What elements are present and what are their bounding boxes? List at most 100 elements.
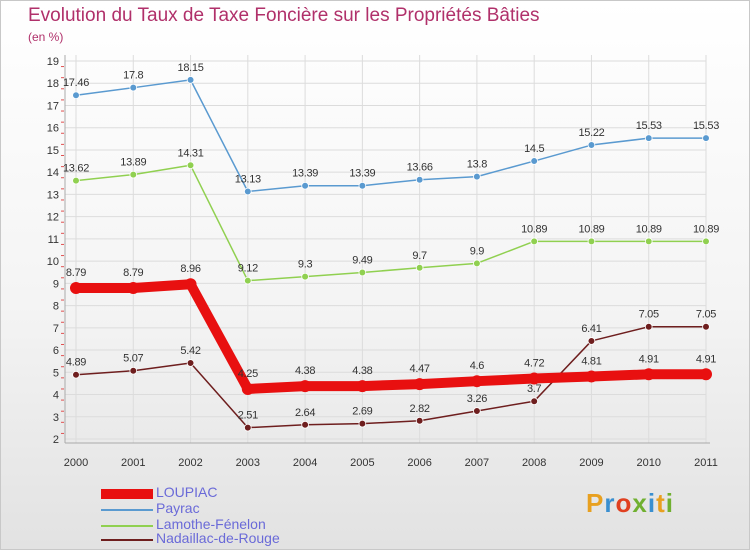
- chart-title: Evolution du Taux de Taxe Foncière sur l…: [28, 5, 540, 26]
- data-label: 9.12: [238, 263, 258, 275]
- data-point: [587, 337, 596, 345]
- data-label: 13.89: [120, 157, 146, 169]
- data-point: [413, 378, 426, 391]
- logo-letter: t: [656, 488, 666, 518]
- data-point: [700, 368, 712, 381]
- data-label: 8.96: [180, 263, 200, 275]
- data-point: [473, 407, 481, 415]
- data-label: 17.46: [63, 77, 89, 89]
- series-line-3: [75, 325, 707, 429]
- legend-label-loupiac: LOUPIAC: [156, 484, 218, 500]
- data-point: [356, 380, 369, 393]
- data-label: 4.6: [470, 360, 485, 372]
- y-tick-label: 19: [47, 56, 59, 68]
- x-tick-label: 2007: [465, 457, 489, 469]
- data-label: 4.72: [524, 358, 544, 370]
- y-tick-label: 18: [47, 78, 59, 90]
- y-tick-label: 8: [53, 301, 59, 313]
- y-tick-label: 2: [53, 434, 59, 446]
- x-tick-label: 2003: [236, 457, 260, 469]
- data-label: 9.9: [470, 245, 485, 257]
- x-tick-label: 2002: [178, 457, 202, 469]
- data-point: [530, 157, 538, 165]
- data-label: 7.05: [639, 309, 659, 321]
- data-point: [530, 237, 538, 246]
- data-point: [644, 322, 653, 331]
- data-label: 4.25: [238, 368, 258, 380]
- data-label: 10.89: [693, 223, 719, 235]
- data-point: [702, 322, 710, 331]
- data-point: [644, 237, 653, 246]
- data-point: [301, 181, 309, 190]
- logo-letter: i: [665, 488, 674, 518]
- x-tick-label: 2009: [579, 457, 603, 469]
- data-point: [528, 372, 541, 385]
- legend-swatch-lamothe-fenelon: [101, 525, 153, 527]
- y-tick-label: 12: [47, 212, 59, 224]
- data-point: [473, 259, 481, 268]
- data-label: 13.39: [349, 168, 375, 180]
- data-label: 8.79: [66, 267, 86, 279]
- legend-swatch-loupiac: [101, 489, 153, 499]
- data-point: [415, 175, 424, 184]
- data-point: [72, 370, 80, 379]
- data-point: [241, 382, 254, 395]
- y-tick-label: 7: [53, 323, 59, 335]
- series-line-0: [71, 279, 711, 394]
- data-point: [129, 170, 138, 179]
- logo-letter: P: [586, 488, 605, 518]
- data-point: [127, 282, 140, 295]
- y-tick-label: 16: [47, 123, 59, 135]
- data-label: 15.53: [636, 120, 662, 132]
- data-point: [358, 419, 367, 428]
- y-tick-label: 9: [53, 278, 59, 290]
- data-label: 4.91: [639, 353, 659, 365]
- y-tick-label: 13: [47, 189, 59, 201]
- data-point: [186, 359, 195, 367]
- proxiti-logo: Proxiti: [586, 488, 674, 519]
- data-label: 4.38: [295, 365, 315, 377]
- legend-label-nadaillac-de-rouge: Nadaillac-de-Rouge: [156, 530, 280, 546]
- y-tick-label: 14: [47, 167, 59, 179]
- legend-swatch-payrac: [101, 509, 153, 511]
- x-tick-label: 2001: [121, 457, 145, 469]
- y-tick-label: 11: [48, 234, 59, 246]
- data-label: 5.07: [123, 353, 143, 365]
- x-tick-label: 2004: [293, 457, 317, 469]
- data-point: [72, 91, 80, 100]
- data-point: [186, 161, 195, 170]
- logo-letter: i: [647, 488, 657, 518]
- data-point: [244, 276, 252, 285]
- data-point: [702, 134, 710, 142]
- y-tick-label: 17: [47, 100, 59, 112]
- data-point: [530, 397, 538, 406]
- data-point: [129, 83, 138, 92]
- y-tick-label: 15: [47, 145, 59, 157]
- data-label: 9.3: [298, 259, 313, 271]
- x-tick-label: 2006: [407, 457, 431, 469]
- data-label: 4.38: [352, 365, 372, 377]
- data-label: 6.41: [581, 323, 601, 335]
- data-label: 14.31: [178, 147, 204, 159]
- data-point: [585, 370, 598, 383]
- legend-label-payrac: Payrac: [156, 500, 200, 516]
- data-label: 15.53: [693, 120, 719, 132]
- data-point: [587, 141, 596, 149]
- data-label: 8.79: [123, 267, 143, 279]
- data-label: 9.49: [352, 254, 372, 266]
- data-point: [244, 423, 252, 432]
- data-point: [415, 263, 424, 272]
- data-point: [301, 272, 309, 281]
- data-label: 9.7: [412, 250, 427, 262]
- data-point: [186, 76, 195, 84]
- data-label: 17.8: [123, 70, 143, 82]
- data-point: [587, 237, 596, 246]
- data-label: 10.89: [636, 223, 662, 235]
- data-label: 13.39: [292, 168, 318, 180]
- data-point: [129, 366, 138, 375]
- data-label: 18.15: [178, 62, 204, 74]
- y-tick-label: 4: [53, 390, 59, 402]
- data-point: [70, 282, 82, 295]
- logo-letter: r: [604, 488, 616, 518]
- logo-letter: x: [632, 488, 648, 518]
